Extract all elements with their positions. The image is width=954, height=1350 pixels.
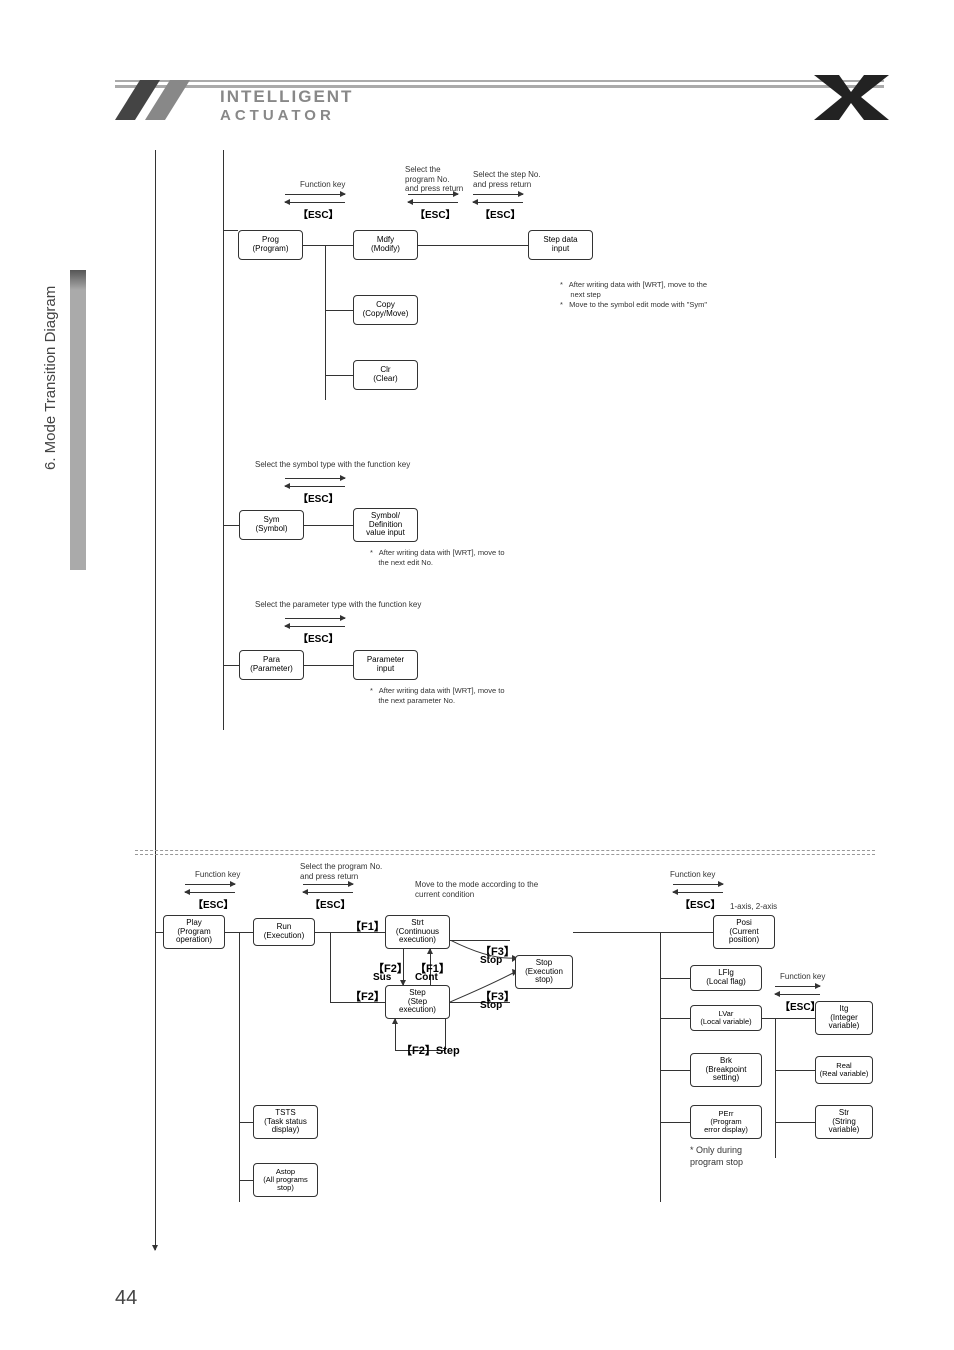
node-tsts: TSTS (Task status display) bbox=[253, 1105, 318, 1139]
label-function-key2: Function key bbox=[195, 870, 240, 880]
label-function-key: Function key bbox=[300, 180, 345, 190]
esc-7: 【ESC】 bbox=[310, 896, 351, 911]
node-strt: Strt (Continuous execution) bbox=[385, 915, 450, 949]
note-wrt-next: * After writing data with [WRT], move to… bbox=[560, 280, 707, 309]
node-prog: Prog (Program) bbox=[238, 230, 303, 260]
logo-x-icon bbox=[809, 70, 894, 130]
page-number: 44 bbox=[115, 1287, 137, 1310]
node-perr: PErr (Program error display) bbox=[690, 1105, 762, 1139]
node-lflg: LFlg (Local flag) bbox=[690, 965, 762, 991]
node-play: Play (Program operation) bbox=[163, 915, 225, 949]
side-section-label: 6. Mode Transition Diagram bbox=[42, 286, 59, 470]
node-sym: Sym (Symbol) bbox=[239, 510, 304, 540]
label-select-prog: Select the program No. and press return bbox=[405, 165, 463, 194]
cont: Cont bbox=[415, 972, 438, 983]
node-stepex: Step (Step execution) bbox=[385, 985, 450, 1019]
node-run: Run (Execution) bbox=[253, 918, 315, 946]
node-symval: Symbol/ Definition value input bbox=[353, 508, 418, 542]
node-clr: Clr (Clear) bbox=[353, 360, 418, 390]
node-stop: Stop (Execution stop) bbox=[515, 955, 573, 989]
node-brk: Brk (Breakpoint setting) bbox=[690, 1053, 762, 1087]
esc-1: 【ESC】 bbox=[298, 206, 339, 221]
label-select-prog2: Select the program No. and press return bbox=[300, 862, 382, 881]
label-function-key3: Function key bbox=[670, 870, 715, 880]
node-copy: Copy (Copy/Move) bbox=[353, 295, 418, 325]
node-para: Para (Parameter) bbox=[239, 650, 304, 680]
label-select-symbol: Select the symbol type with the function… bbox=[255, 460, 410, 470]
esc-3: 【ESC】 bbox=[480, 206, 521, 221]
node-posi: Posi (Current position) bbox=[713, 915, 775, 949]
f2-step: 【F2】 bbox=[350, 988, 385, 1004]
note-only-stop: * Only during program stop bbox=[690, 1145, 743, 1168]
node-mdfy: Mdfy (Modify) bbox=[353, 230, 418, 260]
brand-line2: ACTUATOR bbox=[220, 107, 353, 124]
label-move-mode: Move to the mode according to the curren… bbox=[415, 880, 538, 899]
node-paramin: Parameter input bbox=[353, 650, 418, 680]
esc-4: 【ESC】 bbox=[298, 490, 339, 505]
esc-5: 【ESC】 bbox=[298, 630, 339, 645]
note-wrt-param: * After writing data with [WRT], move to… bbox=[370, 686, 505, 706]
f2step-label: 【F2】Step bbox=[401, 1042, 460, 1058]
label-select-param: Select the parameter type with the funct… bbox=[255, 600, 421, 610]
node-lvar: LVar (Local variable) bbox=[690, 1005, 762, 1031]
node-astop: Astop (All programs stop) bbox=[253, 1163, 318, 1197]
node-str: Str (String variable) bbox=[815, 1105, 873, 1139]
sus: Sus bbox=[373, 972, 391, 983]
label-select-step: Select the step No. and press return bbox=[473, 170, 541, 189]
label-function-key4: Function key bbox=[780, 972, 825, 982]
esc-2: 【ESC】 bbox=[415, 206, 456, 221]
esc-6: 【ESC】 bbox=[193, 896, 234, 911]
label-axis: 1-axis, 2-axis bbox=[730, 902, 777, 912]
node-itg: Itg (Integer variable) bbox=[815, 1001, 873, 1035]
esc-8: 【ESC】 bbox=[680, 896, 721, 911]
logo-slash-icon bbox=[105, 70, 215, 135]
note-wrt-sym: * After writing data with [WRT], move to… bbox=[370, 548, 505, 568]
node-stepdata: Step data input bbox=[528, 230, 593, 260]
f1-strt: 【F1】 bbox=[350, 918, 385, 934]
node-real: Real (Real variable) bbox=[815, 1056, 873, 1084]
brand-line1: INTELLIGENT bbox=[220, 87, 353, 107]
